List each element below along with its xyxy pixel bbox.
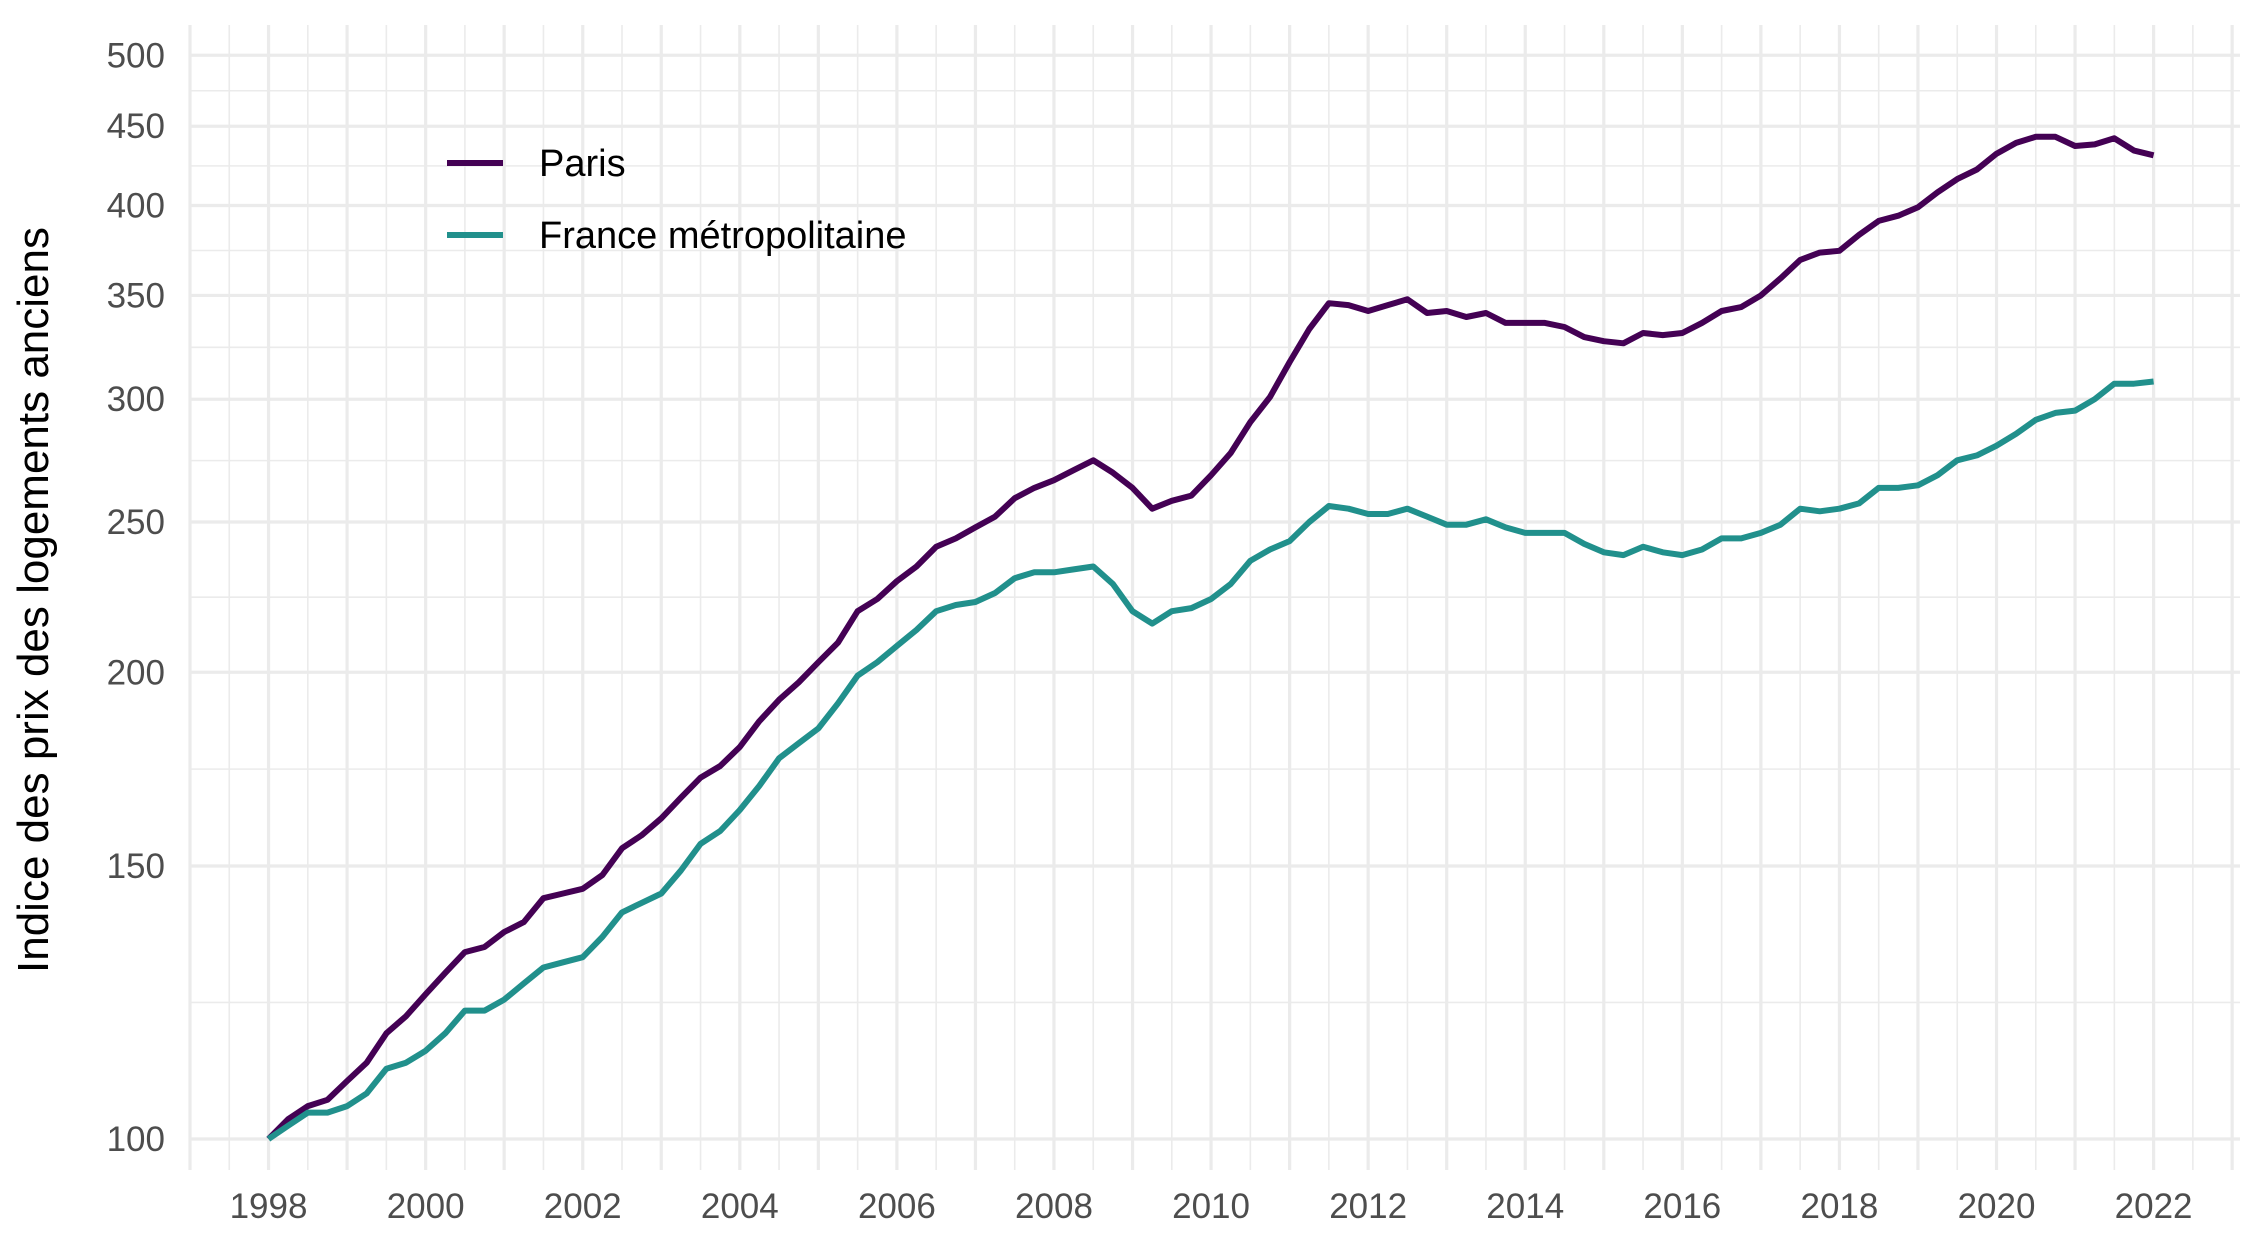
- x-tick-label: 2014: [1486, 1187, 1564, 1226]
- y-axis-title: Indice des prix des logements anciens: [9, 227, 58, 973]
- x-tick-label: 2000: [387, 1187, 465, 1226]
- series-layer: [266, 133, 2155, 1142]
- major-x-gridlines: [188, 25, 2234, 1170]
- x-tick-label: 2022: [2115, 1187, 2193, 1226]
- legend-label-paris: Paris: [539, 143, 626, 185]
- y-tick-label: 500: [107, 36, 165, 75]
- series-line-paris: [266, 133, 2155, 1142]
- x-tick-label: 1998: [230, 1187, 308, 1226]
- y-tick-labels: 100 150 200 250 300 350 400 450 500: [107, 36, 165, 1159]
- y-tick-label: 250: [107, 503, 165, 542]
- x-tick-label: 2012: [1329, 1187, 1407, 1226]
- y-tick-label: 350: [107, 276, 165, 315]
- series-line-france-metropolitaine: [266, 378, 2154, 1142]
- y-tick-label: 200: [107, 653, 165, 692]
- x-tick-label: 2010: [1172, 1187, 1250, 1226]
- x-tick-label: 2020: [1958, 1187, 2036, 1226]
- x-tick-label: 2004: [701, 1187, 779, 1226]
- legend: Paris France métropolitaine: [447, 143, 907, 257]
- x-tick-labels: 1998 2000 2002 2004 2006 2008 2010 2012 2014 2016…: [230, 1187, 2193, 1226]
- x-tick-label: 2008: [1015, 1187, 1093, 1226]
- y-tick-label: 450: [107, 107, 165, 146]
- x-tick-label: 2018: [1800, 1187, 1878, 1226]
- y-tick-label: 400: [107, 187, 165, 226]
- legend-label-france-metropolitaine: France métropolitaine: [539, 215, 907, 257]
- x-tick-label: 2006: [858, 1187, 936, 1226]
- x-tick-label: 2002: [544, 1187, 622, 1226]
- y-tick-label: 100: [107, 1120, 165, 1159]
- y-tick-label: 150: [107, 847, 165, 886]
- y-tick-label: 300: [107, 380, 165, 419]
- minor-x-gridlines: [228, 25, 2194, 1170]
- major-y-gridlines: [190, 53, 2240, 1141]
- x-tick-label: 2016: [1643, 1187, 1721, 1226]
